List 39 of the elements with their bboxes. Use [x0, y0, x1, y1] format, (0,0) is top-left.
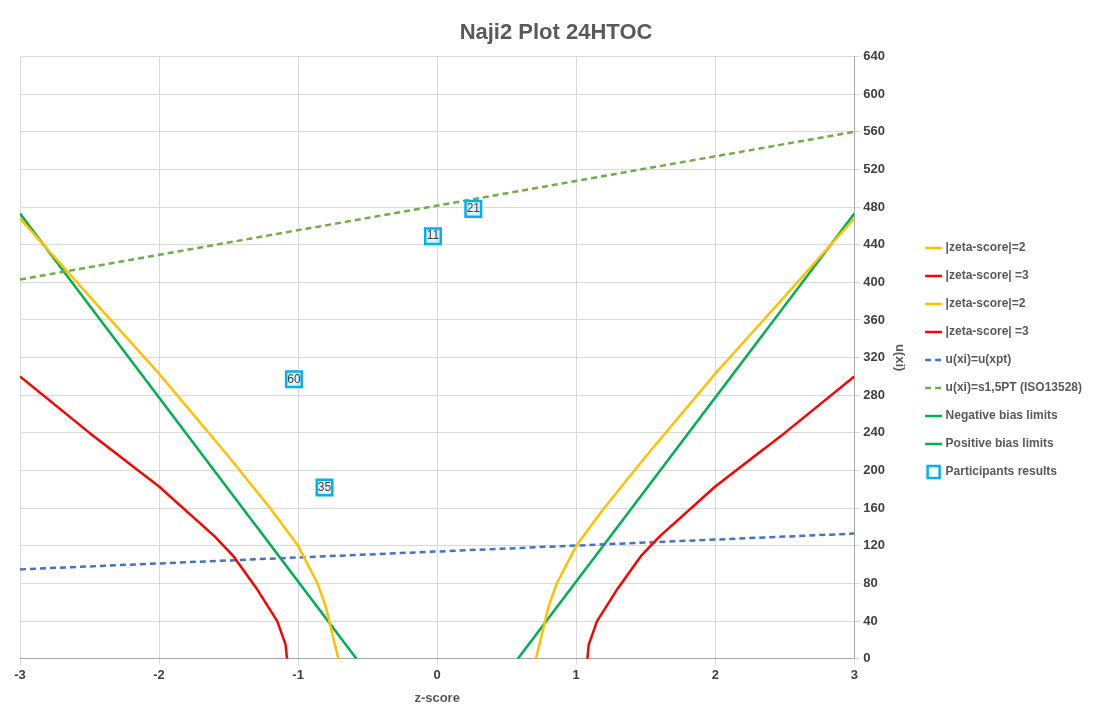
- y-tick-label: 360: [863, 311, 886, 327]
- legend-label: |zeta-score| =3: [945, 324, 1030, 339]
- legend-label: u(xi)=u(xpt): [945, 352, 1012, 367]
- y-tick-label: 480: [863, 198, 886, 214]
- y-tick-label: 240: [863, 424, 886, 440]
- y-tick-label: 320: [863, 349, 886, 365]
- x-tick-label: -2: [153, 667, 165, 683]
- y-tick-label: 120: [863, 537, 886, 553]
- y-tick-label: 560: [863, 123, 886, 139]
- y-tick-label: 200: [863, 462, 886, 478]
- y-tick-label: 640: [863, 47, 886, 63]
- y-tick-label: 280: [863, 386, 886, 402]
- x-tick-label: -3: [14, 667, 26, 683]
- annotation: 21: [466, 201, 481, 216]
- x-tick-label: 0: [433, 667, 441, 683]
- y-tick-label: 40: [863, 612, 878, 628]
- legend-label: Positive bias limits: [945, 436, 1054, 451]
- y-tick-label: 400: [863, 273, 886, 289]
- legend-label: |zeta-score|=2: [945, 296, 1026, 311]
- y-tick-label: 160: [863, 499, 886, 515]
- y-tick-label: 600: [863, 85, 886, 101]
- legend-label: |zeta-score| =3: [945, 268, 1030, 283]
- legend-label: u(xi)=s1,5PT (ISO13528): [945, 380, 1083, 395]
- legend-label: Participants results: [945, 464, 1058, 479]
- x-tick-label: 1: [572, 667, 580, 683]
- y-axis-title: u(xi): [893, 343, 909, 372]
- x-axis-title: z-score: [414, 689, 460, 705]
- x-tick-label: -1: [292, 667, 304, 683]
- x-tick-label: 3: [850, 667, 858, 683]
- y-tick-label: 440: [863, 236, 886, 252]
- chart-title: Naji2 Plot 24HTOC: [459, 19, 653, 45]
- annotation: 35: [317, 479, 332, 494]
- y-tick-label: 80: [863, 575, 878, 591]
- legend-label: |zeta-score|=2: [945, 240, 1026, 255]
- annotation: 11: [426, 228, 440, 243]
- legend-label: Negative bias limits: [945, 408, 1058, 423]
- y-tick-label: 0: [863, 650, 871, 666]
- x-tick-label: 2: [711, 667, 719, 683]
- y-tick-label: 520: [863, 160, 886, 176]
